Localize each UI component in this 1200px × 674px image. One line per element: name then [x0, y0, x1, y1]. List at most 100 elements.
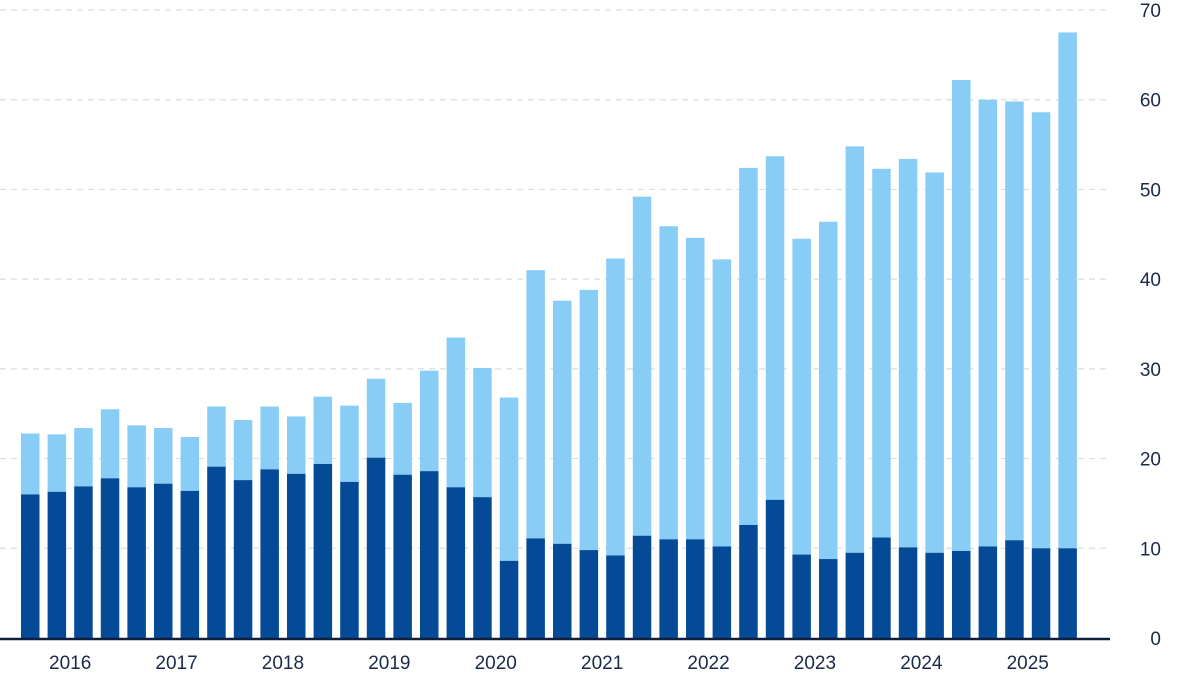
bar-lower-segment [180, 490, 200, 638]
bar-upper-segment [233, 419, 253, 481]
bar-upper-segment [925, 172, 944, 553]
x-tick-label: 2021 [581, 653, 623, 674]
bar-upper-segment [1005, 101, 1024, 541]
bar-upper-segment [553, 300, 572, 544]
bar-upper-segment [287, 416, 306, 474]
bar-lower-segment [739, 524, 758, 638]
bar-upper-segment [978, 99, 998, 547]
bar-lower-segment [47, 491, 67, 638]
bar-upper-segment [526, 270, 545, 539]
x-tick-label: 2023 [794, 653, 836, 674]
bar-lower-segment [553, 543, 572, 638]
x-tick-label: 2024 [900, 653, 943, 674]
bar-upper-segment [872, 168, 891, 538]
bar-lower-segment [1005, 540, 1024, 638]
bar-lower-segment [233, 480, 253, 638]
y-tick-label: 50 [1140, 180, 1161, 201]
y-tick-label: 70 [1140, 1, 1161, 22]
x-tick-label: 2017 [155, 653, 197, 674]
bar-upper-segment [127, 425, 146, 488]
bar-upper-segment [686, 237, 705, 540]
bar-lower-segment [207, 466, 226, 638]
x-tick-label: 2025 [1007, 653, 1049, 674]
bar-lower-segment [872, 537, 891, 638]
y-tick-label: 10 [1140, 539, 1161, 560]
bar-lower-segment [792, 554, 811, 638]
bar-upper-segment [340, 405, 359, 482]
y-tick-label: 30 [1140, 360, 1161, 381]
bar-upper-segment [845, 146, 865, 553]
bar-upper-segment [207, 406, 226, 467]
bar-upper-segment [632, 196, 652, 536]
bar-upper-segment [420, 370, 439, 472]
bar-upper-segment [180, 437, 200, 491]
bar-lower-segment [579, 550, 599, 638]
bar-lower-segment [366, 457, 386, 638]
bar-upper-segment [313, 396, 333, 464]
x-tick-label: 2018 [262, 653, 304, 674]
bar-upper-segment [499, 397, 519, 561]
x-tick-label: 2019 [368, 653, 410, 674]
bar-lower-segment [526, 538, 545, 638]
bar-upper-segment [154, 428, 173, 484]
bar-lower-segment [100, 478, 120, 638]
bar-lower-segment [925, 552, 944, 638]
x-tick-label: 2020 [475, 653, 517, 674]
bar-upper-segment [1031, 112, 1051, 549]
bar-lower-segment [127, 487, 146, 638]
bar-upper-segment [366, 378, 386, 458]
bar-lower-segment [420, 471, 439, 638]
bar-upper-segment [100, 409, 120, 479]
bar-lower-segment [659, 539, 678, 638]
bar-upper-segment [819, 221, 838, 560]
y-tick-label: 20 [1140, 450, 1161, 471]
bar-lower-segment [898, 547, 918, 638]
bar-lower-segment [1031, 548, 1051, 638]
x-tick-label: 2016 [49, 653, 91, 674]
bar-upper-segment [74, 428, 93, 487]
bar-upper-segment [446, 337, 466, 488]
bar-lower-segment [606, 555, 625, 638]
bar-lower-segment [499, 560, 519, 638]
bar-upper-segment [473, 367, 492, 498]
bar-lower-segment [632, 535, 652, 638]
bar-upper-segment [712, 259, 732, 547]
bars [21, 32, 1077, 638]
bar-upper-segment [739, 167, 758, 525]
x-tick-label: 2022 [687, 653, 729, 674]
bar-upper-segment [765, 156, 785, 500]
bar-lower-segment [712, 546, 732, 638]
y-tick-label: 0 [1150, 629, 1161, 650]
bar-lower-segment [765, 499, 785, 638]
bar-lower-segment [21, 494, 40, 638]
bar-lower-segment [287, 473, 306, 638]
bar-lower-segment [340, 481, 359, 638]
bar-lower-segment [154, 483, 173, 638]
bar-upper-segment [952, 79, 971, 551]
bar-upper-segment [393, 402, 412, 475]
bar-lower-segment [446, 487, 466, 638]
bar-lower-segment [1058, 548, 1077, 638]
bar-upper-segment [792, 238, 811, 555]
bar-lower-segment [473, 497, 492, 638]
bar-upper-segment [898, 158, 918, 548]
bar-upper-segment [260, 406, 279, 470]
bar-lower-segment [978, 546, 998, 638]
bar-lower-segment [819, 559, 838, 638]
y-tick-label: 60 [1140, 91, 1161, 112]
y-axis-tick-labels: 0 10 20 30 40 50 60 70 [1140, 1, 1161, 650]
bar-upper-segment [579, 289, 599, 551]
bar-lower-segment [313, 463, 333, 638]
bar-upper-segment [606, 258, 625, 556]
y-tick-label: 40 [1140, 270, 1161, 291]
bar-lower-segment [393, 474, 412, 638]
bar-lower-segment [74, 486, 93, 638]
bar-upper-segment [659, 226, 678, 540]
bar-lower-segment [686, 539, 705, 638]
bar-lower-segment [845, 552, 865, 638]
bar-upper-segment [21, 433, 40, 495]
bar-lower-segment [260, 469, 279, 638]
x-axis-tick-labels: 2016 2017 2018 2019 2020 2021 2022 2023 2024 2025 [49, 653, 1049, 674]
bar-upper-segment [47, 434, 67, 492]
